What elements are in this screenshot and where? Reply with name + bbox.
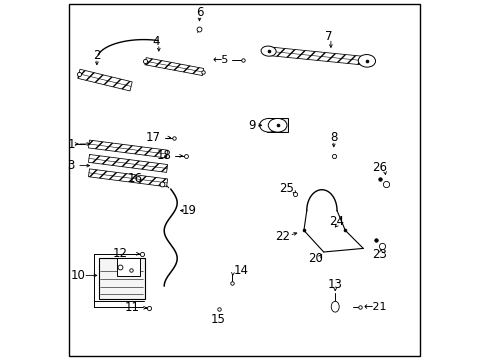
- Text: 22: 22: [274, 230, 289, 243]
- Polygon shape: [78, 69, 132, 91]
- Text: 2: 2: [93, 49, 101, 62]
- FancyBboxPatch shape: [99, 258, 145, 299]
- Ellipse shape: [261, 46, 276, 56]
- Text: 4: 4: [152, 35, 160, 48]
- Polygon shape: [267, 47, 368, 66]
- Polygon shape: [144, 58, 203, 76]
- Text: 18: 18: [157, 149, 171, 162]
- Ellipse shape: [259, 118, 278, 132]
- Text: 20: 20: [308, 252, 323, 265]
- Text: 10: 10: [71, 269, 85, 282]
- Text: 26: 26: [371, 161, 386, 174]
- Text: 19: 19: [181, 204, 196, 217]
- Text: ←21: ←21: [363, 302, 386, 312]
- Text: 23: 23: [371, 248, 386, 261]
- FancyBboxPatch shape: [117, 258, 140, 276]
- Ellipse shape: [330, 301, 339, 312]
- Text: 3: 3: [67, 159, 75, 172]
- Text: 15: 15: [211, 313, 225, 326]
- Ellipse shape: [358, 54, 375, 67]
- Text: 14: 14: [233, 264, 248, 276]
- Text: 6: 6: [195, 6, 203, 19]
- Polygon shape: [88, 140, 167, 158]
- Text: 11: 11: [125, 301, 140, 314]
- Text: 8: 8: [329, 131, 337, 144]
- FancyBboxPatch shape: [266, 118, 288, 132]
- Polygon shape: [88, 154, 167, 172]
- Text: 16: 16: [128, 172, 142, 185]
- Ellipse shape: [268, 118, 286, 132]
- Text: 17: 17: [146, 131, 161, 144]
- Polygon shape: [88, 169, 167, 187]
- Text: 12: 12: [112, 247, 127, 260]
- Text: ←5: ←5: [212, 55, 228, 65]
- Text: 24: 24: [328, 215, 343, 228]
- Text: 1: 1: [67, 138, 75, 150]
- Text: 25: 25: [279, 183, 294, 195]
- Text: 7: 7: [325, 30, 332, 42]
- Text: 13: 13: [327, 278, 342, 291]
- Text: 9: 9: [247, 119, 255, 132]
